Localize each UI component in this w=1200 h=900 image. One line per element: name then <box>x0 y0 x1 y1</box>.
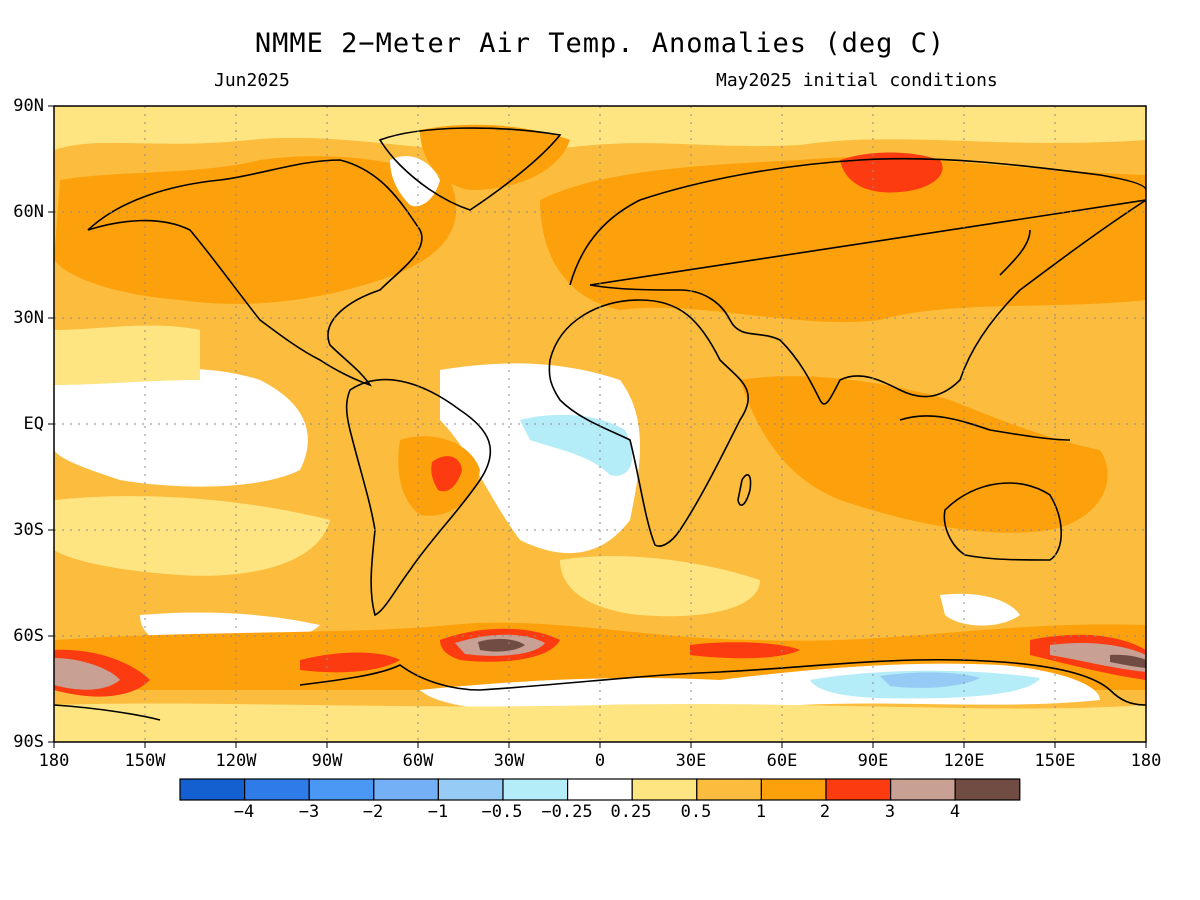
colorbar-swatch <box>696 778 762 801</box>
map-title: NMME 2−Meter Air Temp. Anomalies (deg C) <box>254 28 946 59</box>
init-conditions-label: May2025 initial conditions <box>716 70 998 91</box>
colorbar-swatch <box>502 778 569 801</box>
coastlines <box>54 127 1146 721</box>
lon-label-180w: 180 <box>38 751 70 771</box>
lat-label-eq: EQ <box>23 414 44 434</box>
colorbar-tick-label: −0.25 <box>541 802 593 822</box>
colorbar-swatch <box>373 778 439 801</box>
colorbar-swatch <box>566 778 633 801</box>
colorbar-tick-label: −2 <box>362 802 384 822</box>
colorbar-tick-label: −1 <box>427 802 449 822</box>
lon-label-150w: 150W <box>124 751 166 771</box>
colorbar-tick-label: 2 <box>819 802 831 822</box>
lon-label-120e: 120E <box>943 751 985 771</box>
lat-label-90s: 90S <box>13 732 44 752</box>
lon-label-180e: 180 <box>1130 751 1162 771</box>
colorbar-tick-label: 1 <box>755 802 767 822</box>
lon-label-60w: 60W <box>402 751 434 771</box>
lat-label-30s: 30S <box>13 520 44 540</box>
lon-label-60e: 60E <box>766 751 798 771</box>
lat-label-90n: 90N <box>13 96 44 116</box>
colorbar-swatch <box>954 778 1021 801</box>
lon-label-90e: 90E <box>857 751 889 771</box>
axis-ticks <box>48 105 1147 748</box>
colorbar-swatch <box>760 778 827 801</box>
lon-label-30e: 30E <box>675 751 707 771</box>
lon-label-0: 0 <box>594 751 606 771</box>
lat-label-30n: 30N <box>13 308 44 328</box>
colorbar-swatch <box>437 778 504 801</box>
lat-label-60s: 60S <box>13 626 44 646</box>
gridlines <box>54 106 1146 742</box>
colorbar-swatch <box>179 778 246 801</box>
colorbar-swatch <box>244 778 310 801</box>
colorbar-swatch <box>889 778 956 801</box>
colorbar-tick-label: −4 <box>233 802 255 822</box>
colorbar-tick-label: −0.5 <box>481 802 523 822</box>
colorbar <box>179 778 1021 801</box>
colorbar-tick-label: 0.25 <box>610 802 652 822</box>
colorbar-tick-label: 3 <box>884 802 896 822</box>
valid-month-label: Jun2025 <box>214 70 290 91</box>
colorbar-tick-label: 0.5 <box>680 802 712 822</box>
colorbar-swatch <box>631 778 698 801</box>
colorbar-tick-label: −3 <box>298 802 320 822</box>
colorbar-swatch <box>825 778 892 801</box>
lon-label-150e: 150E <box>1034 751 1076 771</box>
lon-label-90w: 90W <box>311 751 343 771</box>
lon-label-30w: 30W <box>493 751 525 771</box>
colorbar-swatch <box>308 778 375 801</box>
colorbar-tick-label: 4 <box>949 802 961 822</box>
lat-label-60n: 60N <box>13 202 44 222</box>
lon-label-120w: 120W <box>215 751 257 771</box>
